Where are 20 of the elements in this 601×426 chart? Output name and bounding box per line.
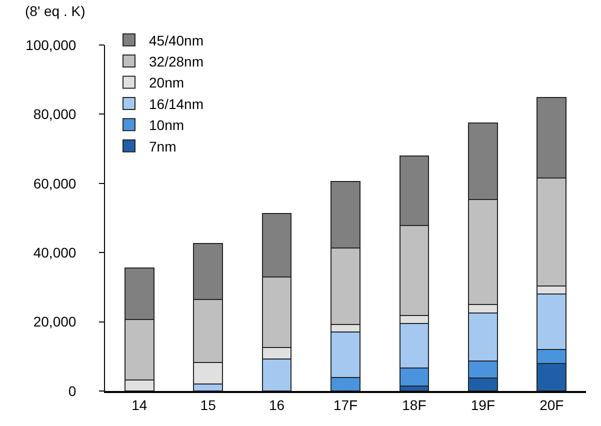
y-tick-label: 20,000 [33, 314, 76, 330]
y-tick-label: 0 [68, 382, 76, 399]
y-tick-label: 60,000 [33, 175, 76, 192]
legend-label: 20nm [149, 74, 184, 91]
legend-label: 16/14nm [149, 96, 204, 112]
x-tick-label: 18F [402, 396, 426, 413]
y-axis-title: (8' eq . K) [25, 3, 86, 19]
x-tick-label: 14 [132, 396, 148, 413]
x-tick-label: 20F [540, 396, 564, 413]
legend-label: 7nm [149, 138, 176, 154]
x-tick-label: 15 [200, 396, 216, 413]
legend-label: 32/28nm [149, 54, 204, 70]
legend-label: 10nm [149, 117, 184, 134]
y-tick-label: 80,000 [33, 106, 76, 122]
x-tick-label: 16 [269, 396, 285, 413]
x-tick-label: 17F [333, 396, 358, 413]
legend-label: 45/40nm [149, 32, 204, 48]
x-tick-label: 19F [470, 396, 495, 413]
y-tick-label: 100,000 [26, 36, 76, 53]
y-tick-label: 40,000 [33, 244, 76, 260]
